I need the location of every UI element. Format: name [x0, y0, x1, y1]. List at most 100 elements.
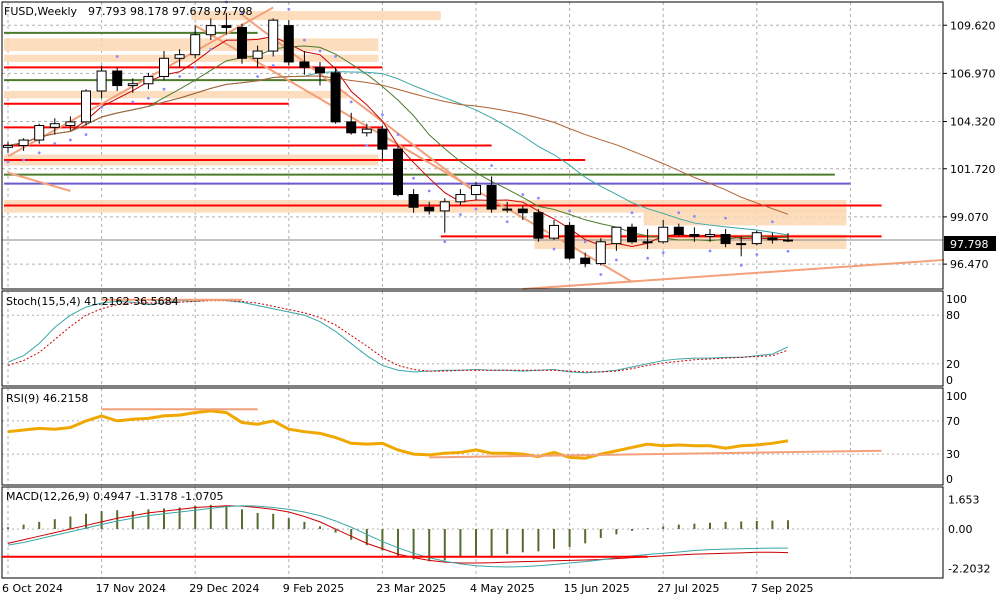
- candle-body: [393, 148, 403, 196]
- current-price-label: 97.798: [950, 238, 989, 251]
- candle-body: [377, 128, 388, 150]
- psar-dot: [147, 96, 150, 100]
- candle-body: [751, 232, 762, 245]
- psar-dot: [37, 151, 41, 155]
- psar-dot: [677, 211, 681, 215]
- candles: [3, 12, 793, 268]
- psar-dot: [318, 49, 322, 53]
- stoch-main-line: [7, 299, 789, 374]
- trendlines: [7, 6, 945, 290]
- stoch-tick-label: 20: [946, 358, 960, 371]
- psar-dot: [521, 193, 525, 196]
- x-tick-label: 7 Sep 2025: [751, 582, 814, 595]
- x-tick-label: 15 Jun 2025: [564, 582, 630, 595]
- psar-dot: [53, 142, 57, 146]
- candle-body: [299, 61, 310, 68]
- rsi-tick-label: 0: [946, 473, 953, 486]
- psar-dot: [661, 251, 665, 255]
- candle-body: [65, 121, 76, 127]
- psar-dot: [443, 240, 447, 244]
- candle-body: [346, 121, 357, 134]
- panel-frame-macd: [1, 486, 944, 579]
- psar-dot: [615, 258, 618, 262]
- candle-body: [18, 139, 29, 146]
- psar-dot: [739, 263, 743, 267]
- macd-main-line: [7, 505, 788, 568]
- candle-body: [127, 83, 138, 87]
- candle-body: [408, 194, 419, 208]
- psar-dot: [599, 273, 603, 276]
- psar-dot: [334, 55, 337, 58]
- panel-frame-main: [1, 1, 944, 290]
- psar-dot: [365, 144, 369, 147]
- candle-body: [705, 234, 715, 237]
- psar-dot: [69, 138, 72, 142]
- candle-body: [96, 70, 107, 92]
- candle-body: [205, 25, 216, 36]
- candle-body: [439, 201, 450, 212]
- candle-body: [112, 70, 123, 87]
- candle-body: [767, 237, 778, 241]
- psar-dot: [771, 220, 774, 224]
- candle-body: [642, 241, 653, 244]
- candle-body: [361, 128, 372, 134]
- candle-body: [237, 26, 247, 59]
- candle-body: [736, 243, 747, 246]
- psar-dot: [287, 7, 291, 11]
- trendline: [522, 258, 945, 290]
- symbol-label: FUSD,Weekly: [4, 5, 78, 18]
- trendline: [7, 6, 274, 158]
- candle-body: [174, 54, 185, 59]
- psar-dot: [84, 133, 88, 137]
- psar-dot: [131, 100, 135, 104]
- zone: [191, 11, 441, 21]
- macd-tick-label: -2.2032: [948, 562, 990, 575]
- candle-body: [720, 234, 731, 245]
- psar-dot: [724, 216, 727, 220]
- psar-dot: [786, 249, 790, 253]
- panel-frame-st: [1, 290, 944, 387]
- psar-dot: [115, 55, 119, 58]
- axes: 6 Oct 2024 17 Nov 2024 29 Dec 2024 9 Feb 20…: [2, 19, 996, 595]
- candle-body: [471, 184, 481, 196]
- candle-body: [549, 224, 559, 239]
- psar-dot: [646, 256, 649, 260]
- zone: [4, 91, 348, 99]
- psar-dot: [552, 247, 556, 251]
- psar-dot: [459, 213, 462, 216]
- psar-dot: [256, 75, 259, 78]
- candle-body: [3, 145, 13, 148]
- psar-dot: [474, 207, 478, 211]
- psar-dot: [303, 38, 306, 42]
- candle-body: [580, 257, 591, 265]
- y-tick-label: 99.070: [950, 211, 989, 224]
- x-tick-label: 29 Dec 2024: [189, 582, 259, 595]
- candle-body: [517, 208, 528, 214]
- rsi-tick-label: 30: [946, 448, 960, 461]
- candle-body: [673, 226, 684, 236]
- candle-body: [143, 75, 154, 85]
- trendline: [7, 171, 71, 192]
- candle-body: [424, 206, 435, 212]
- trendline: [241, 13, 477, 194]
- candle-body: [455, 194, 466, 203]
- candle-body: [533, 212, 544, 239]
- psar-dot: [209, 47, 213, 51]
- panel-frames: [1, 1, 944, 579]
- current-price-box: [944, 236, 996, 251]
- candle-body: [252, 50, 263, 59]
- psar-dot: [708, 249, 712, 253]
- rsi-tick-label: 100: [946, 390, 967, 403]
- psar-dot: [755, 253, 759, 256]
- psar-dot: [396, 133, 400, 137]
- candle-body: [159, 57, 169, 77]
- x-tick-label: 27 Jul 2025: [657, 582, 719, 595]
- stoch-label: Stoch(15,5,4) 41.2162 36.5684: [6, 295, 179, 308]
- zone: [4, 54, 379, 62]
- psar-dot: [100, 105, 103, 109]
- y-tick-label: 96.470: [950, 258, 989, 271]
- x-tick-label: 17 Nov 2024: [96, 582, 166, 595]
- psar-dot: [537, 196, 540, 200]
- stoch-tick-label: 80: [946, 309, 960, 322]
